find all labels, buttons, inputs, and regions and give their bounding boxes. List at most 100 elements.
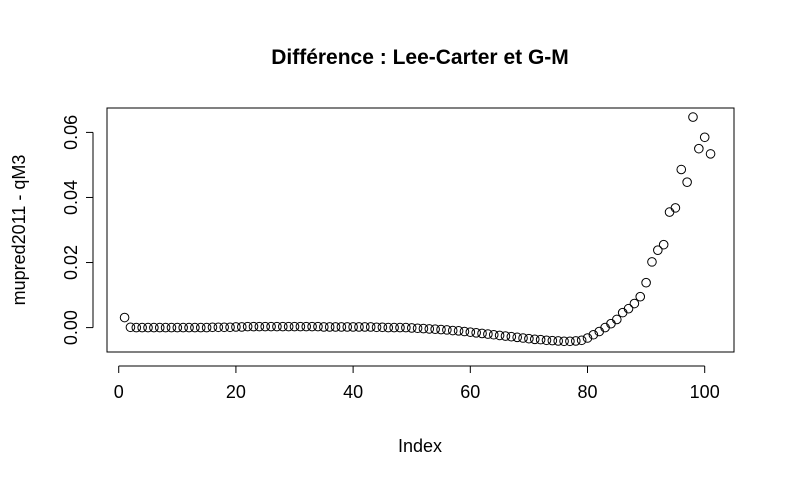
data-point (653, 245, 663, 255)
data-point (178, 322, 188, 333)
data-point (160, 322, 171, 333)
data-point (360, 322, 370, 332)
data-point (512, 332, 522, 343)
data-point (658, 239, 669, 250)
x-axis-label: Index (398, 436, 442, 456)
data-point (166, 322, 177, 333)
data-point (553, 336, 564, 346)
x-tick-label: 80 (577, 382, 597, 402)
data-point (524, 333, 534, 344)
data-point (688, 112, 698, 122)
x-tick-label: 0 (114, 382, 124, 402)
data-point (559, 336, 569, 347)
data-point (588, 329, 599, 340)
data-point (307, 321, 317, 332)
data-point (412, 323, 423, 334)
data-point (529, 334, 540, 345)
data-point (254, 321, 265, 332)
data-point (354, 322, 364, 332)
data-point (612, 314, 622, 325)
data-point (401, 322, 411, 333)
data-point (137, 322, 147, 333)
data-point (430, 324, 440, 335)
data-point (623, 303, 634, 314)
data-point (664, 207, 675, 217)
data-point (348, 322, 358, 332)
plot-frame (106, 107, 735, 353)
data-point (365, 322, 376, 332)
data-point (272, 321, 282, 332)
y-tick-label: 0.00 (61, 310, 81, 345)
data-point (453, 326, 464, 336)
data-point (330, 322, 341, 332)
data-point (190, 322, 200, 333)
data-point (547, 335, 558, 346)
data-point (342, 322, 353, 332)
data-point (565, 336, 575, 347)
data-point (606, 318, 616, 329)
data-point (635, 291, 646, 302)
data-point (617, 307, 628, 318)
data-point (172, 322, 183, 333)
y-tick-label: 0.04 (61, 180, 81, 215)
data-point (131, 322, 142, 333)
data-point (488, 329, 499, 340)
x-tick-label: 20 (226, 382, 246, 402)
data-point (143, 322, 153, 333)
data-point (301, 321, 312, 332)
data-point (600, 322, 610, 333)
data-point (465, 327, 476, 337)
data-points (119, 112, 716, 347)
data-point (500, 331, 511, 341)
data-point (225, 322, 235, 333)
data-point (371, 322, 382, 333)
y-axis: 0.00 0.02 0.04 0.06 (61, 115, 94, 345)
data-point (319, 322, 329, 332)
data-point (418, 323, 429, 334)
data-point (483, 329, 493, 339)
data-point (295, 321, 306, 332)
data-point (119, 312, 130, 323)
x-axis: 0 20 40 60 80 100 (114, 365, 720, 402)
data-point (283, 321, 294, 332)
data-point (277, 321, 288, 332)
data-point (395, 322, 405, 333)
data-point (541, 335, 552, 346)
data-point (694, 143, 704, 154)
data-point (576, 335, 587, 346)
data-point (494, 330, 505, 341)
data-point (201, 322, 212, 333)
data-point (184, 322, 194, 333)
data-point (154, 322, 165, 333)
data-point (682, 177, 692, 187)
chart-title: Différence : Lee-Carter et G-M (271, 46, 569, 69)
data-point (506, 331, 517, 342)
y-tick-label: 0.06 (61, 115, 81, 150)
x-tick-label: 40 (343, 382, 363, 402)
data-point (641, 277, 651, 288)
data-point (629, 298, 640, 309)
data-point (207, 322, 218, 333)
data-point (219, 322, 229, 333)
data-point (324, 322, 335, 332)
data-point (570, 336, 581, 346)
data-point (406, 323, 417, 333)
data-point (477, 328, 487, 339)
data-point (213, 322, 224, 333)
data-point (518, 333, 528, 343)
data-point (705, 149, 716, 159)
data-point (149, 322, 159, 333)
data-point (647, 257, 657, 267)
data-point (313, 321, 323, 332)
data-point (236, 322, 247, 332)
data-point (389, 322, 399, 333)
data-point (436, 324, 446, 335)
data-point (471, 328, 481, 338)
data-point (699, 132, 710, 143)
data-point (260, 321, 271, 332)
data-point (582, 333, 593, 343)
data-point (447, 325, 458, 336)
data-point (242, 321, 253, 332)
data-point (377, 322, 388, 333)
